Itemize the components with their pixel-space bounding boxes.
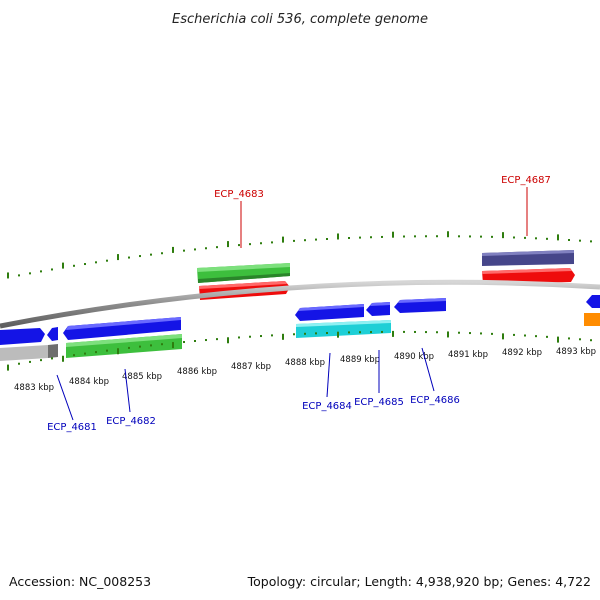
- gene-ECP_4684-blue[interactable]: [295, 304, 364, 321]
- scale-label: 4891 kbp: [448, 350, 488, 360]
- gene-ECP_4686-blue[interactable]: [394, 298, 446, 313]
- label-leaders: [56, 187, 528, 421]
- gene-ECP_4687-red[interactable]: [482, 268, 575, 284]
- gene-label-reverse[interactable]: ECP_4681: [47, 422, 97, 433]
- genome-summary-text: Topology: circular; Length: 4,938,920 bp…: [247, 574, 591, 589]
- scale-label: 4890 kbp: [394, 352, 434, 362]
- scale-label: 4889 kbp: [340, 355, 380, 365]
- scale-label: 4892 kbp: [502, 348, 542, 358]
- gene-ECP_4687-purple[interactable]: [482, 250, 574, 266]
- scale-label: 4888 kbp: [285, 358, 325, 368]
- map-title: Escherichia coli 536, complete genome: [172, 12, 428, 27]
- genome-backbone: [0, 279, 600, 329]
- gene-ECP_4682-blue[interactable]: [63, 317, 181, 340]
- gene-ECP_4681-blue-small[interactable]: [47, 327, 58, 341]
- gene-ECP_4681-gray[interactable]: [0, 344, 58, 361]
- gene-ECP_4683-green[interactable]: [197, 263, 290, 283]
- scale-label: 4887 kbp: [231, 362, 271, 372]
- feature-track: [0, 250, 600, 361]
- inner-tick-ring: [7, 330, 592, 371]
- outer-tick-ring: [7, 231, 592, 279]
- gene-ECP_4685-blue[interactable]: [366, 302, 390, 316]
- scale-label: 4893 kbp: [556, 347, 596, 357]
- scale-label: 4885 kbp: [122, 372, 162, 382]
- gene-label-reverse[interactable]: ECP_4686: [410, 395, 460, 406]
- gene-ECP_4684-cyan[interactable]: [296, 320, 391, 338]
- scale-label: 4886 kbp: [177, 367, 217, 377]
- scale-labels: 4883 kbp 4884 kbp 4885 kbp 4886 kbp 4887…: [14, 347, 596, 393]
- gene-label-reverse[interactable]: ECP_4684: [302, 401, 352, 412]
- accession-text: Accession: NC_008253: [9, 574, 151, 589]
- scale-label: 4883 kbp: [14, 383, 54, 393]
- gene-label-forward[interactable]: ECP_4687: [501, 175, 551, 186]
- gene-label-reverse[interactable]: ECP_4682: [106, 416, 156, 427]
- gene-ECP_4681-blue[interactable]: [0, 328, 45, 345]
- gene-label-forward[interactable]: ECP_4683: [214, 189, 264, 200]
- gene-orange-edge[interactable]: [584, 313, 600, 326]
- gene-labels: ECP_4683 ECP_4687 ECP_4681 ECP_4682 ECP_…: [47, 175, 551, 433]
- gene-right-edge-blue[interactable]: [586, 295, 600, 308]
- scale-label: 4884 kbp: [69, 377, 109, 387]
- gene-label-reverse[interactable]: ECP_4685: [354, 397, 404, 408]
